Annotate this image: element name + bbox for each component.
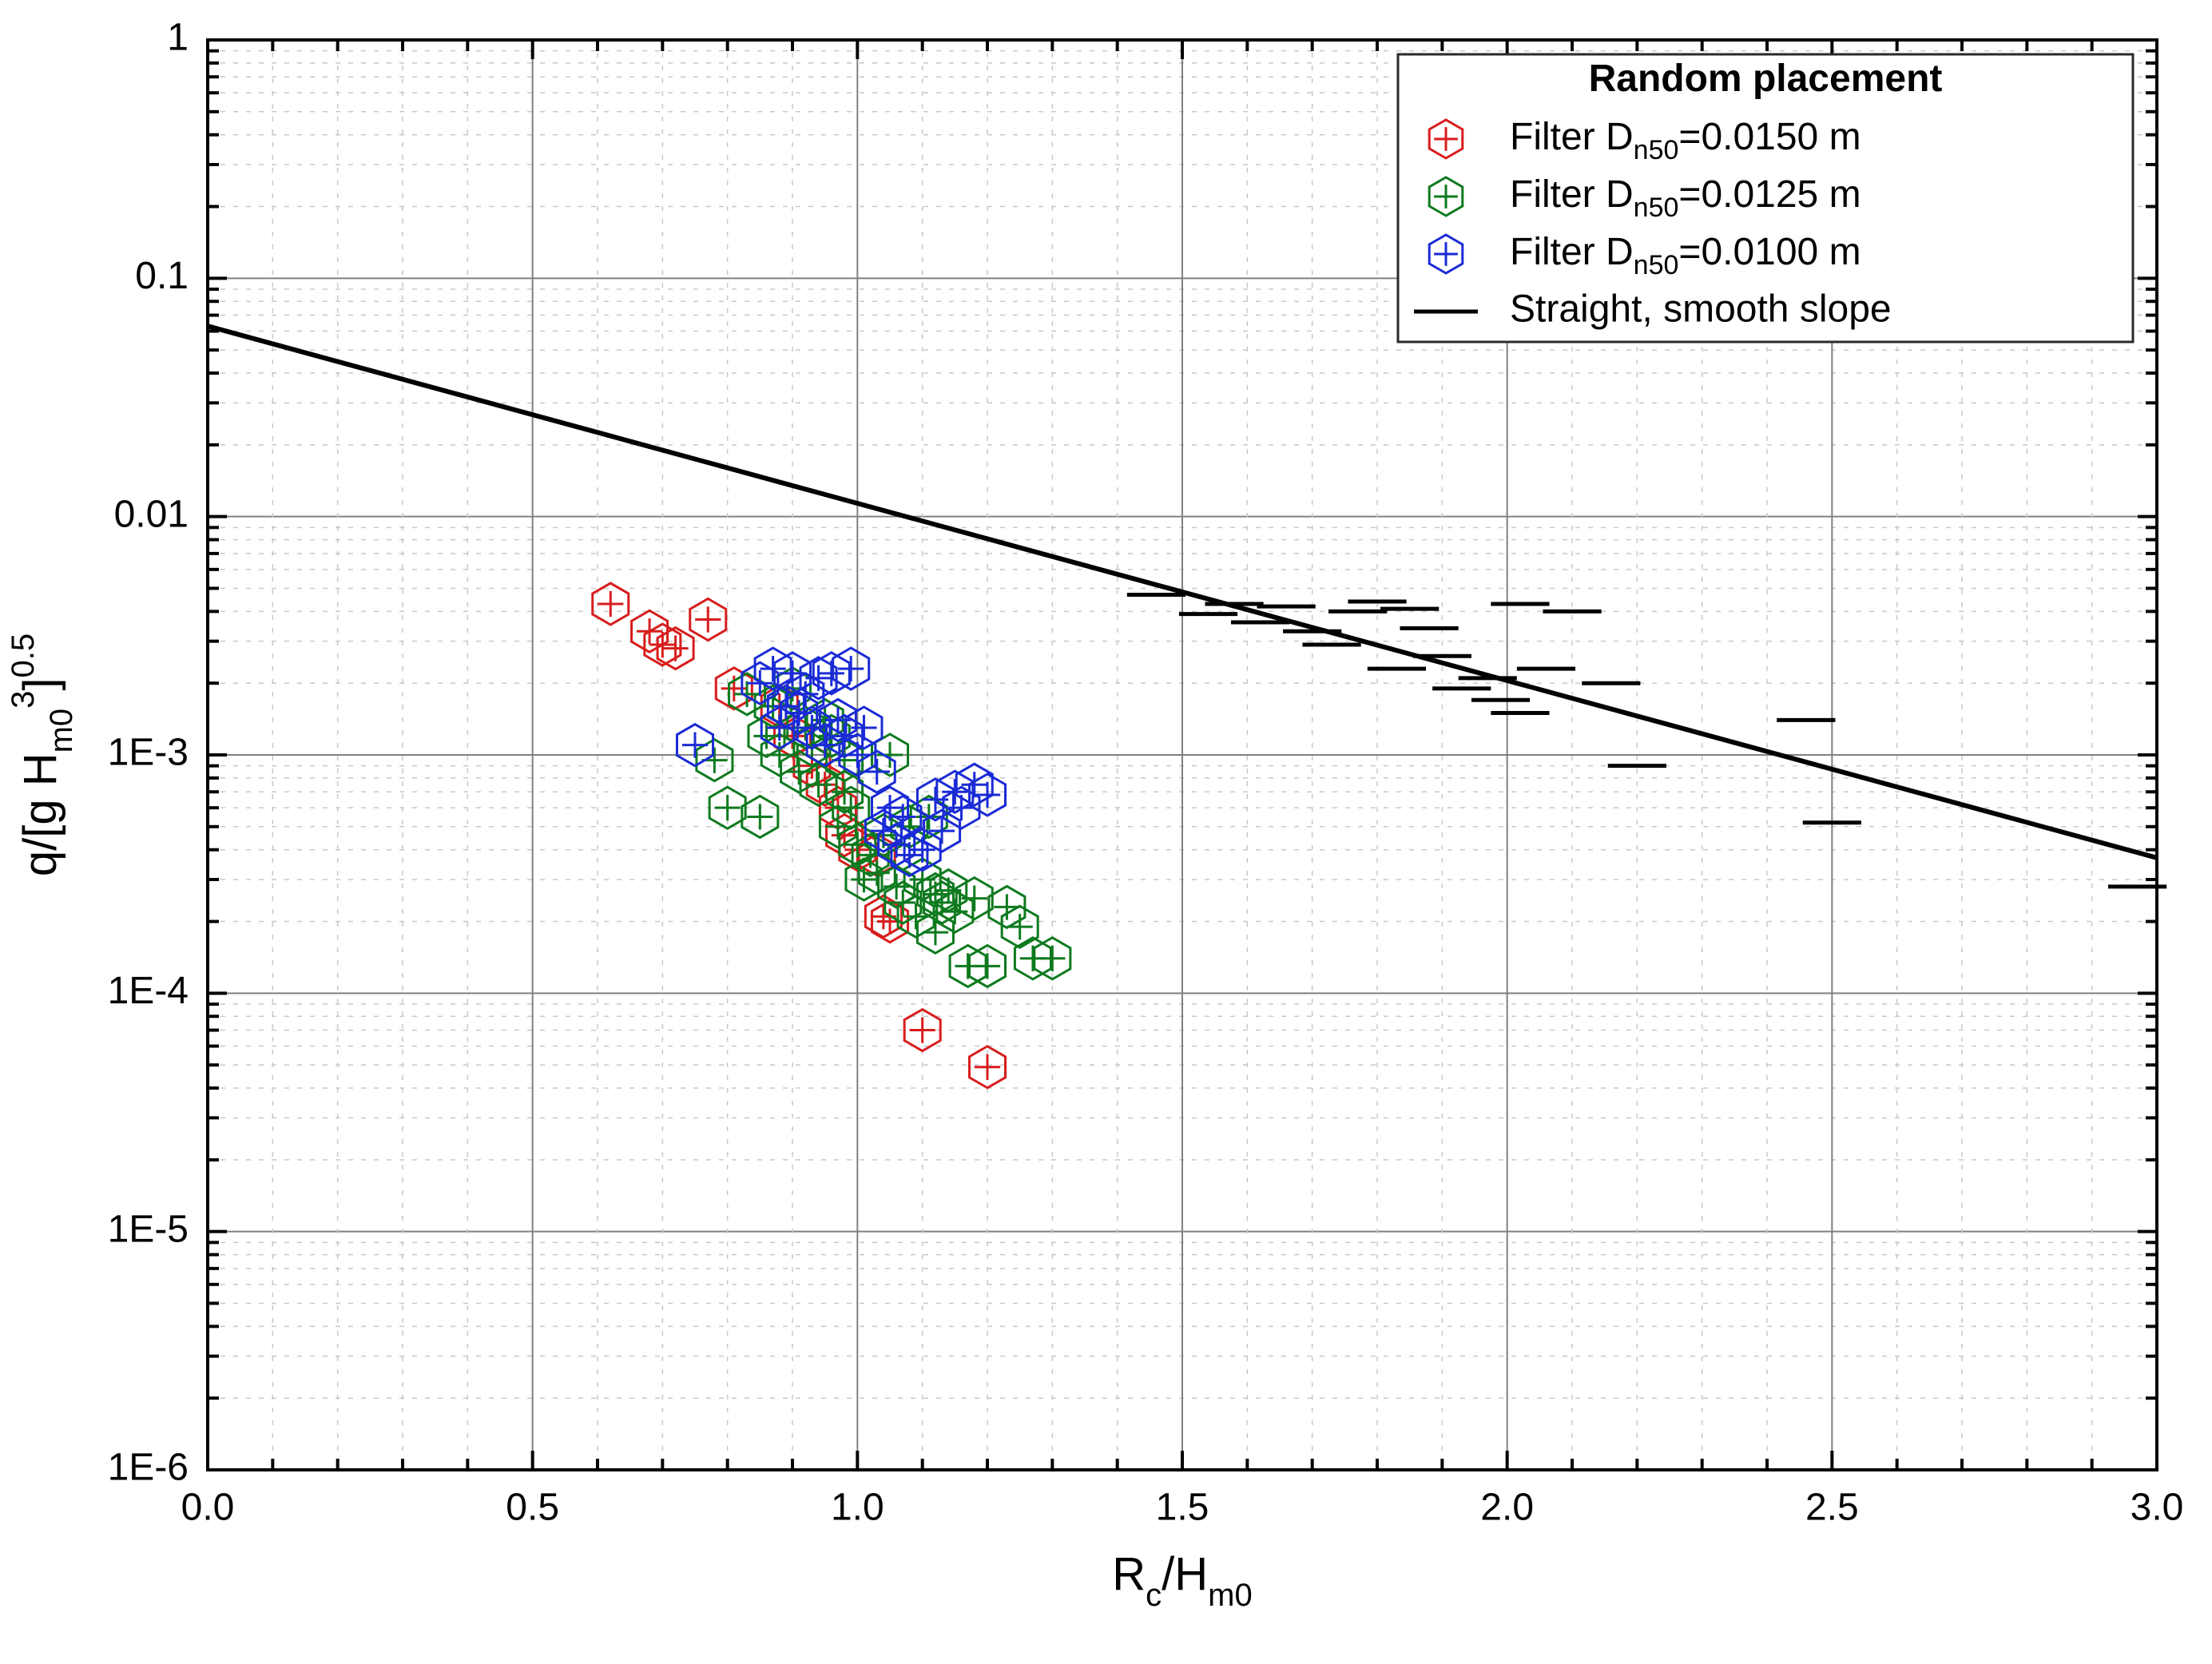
legend: Random placement Filter Dn50=0.0150 m Filt…	[1398, 54, 2133, 342]
svg-text:Filter Dn50=0.0150 m: Filter Dn50=0.0150 m	[1510, 116, 1861, 165]
svg-text:0.0: 0.0	[181, 1487, 235, 1529]
scatter-chart: 0.0 0.5 1.0 1.5 2.0 2.5 3.0 1E-6 1E-5 1E-4 1E-3 0.0…	[0, 0, 2212, 1664]
svg-text:Filter Dn50=0.0125 m: Filter Dn50=0.0125 m	[1510, 173, 1861, 223]
svg-text:1E-3: 1E-3	[108, 732, 189, 774]
svg-text:Random placement: Random placement	[1589, 58, 1943, 100]
svg-text:1.0: 1.0	[831, 1487, 884, 1529]
svg-text:1E-6: 1E-6	[108, 1447, 189, 1489]
chart-container: 0.0 0.5 1.0 1.5 2.0 2.5 3.0 1E-6 1E-5 1E-4 1E-3 0.0…	[0, 0, 2212, 1664]
svg-text:Filter Dn50=0.0100 m: Filter Dn50=0.0100 m	[1510, 231, 1861, 280]
svg-text:1E-4: 1E-4	[108, 970, 189, 1012]
svg-text:1E-5: 1E-5	[108, 1208, 189, 1250]
svg-text:1: 1	[167, 17, 189, 59]
svg-text:0.1: 0.1	[135, 255, 189, 297]
svg-text:2.0: 2.0	[1480, 1487, 1534, 1529]
svg-text:1.5: 1.5	[1156, 1487, 1209, 1529]
svg-text:3.0: 3.0	[2131, 1487, 2184, 1529]
svg-text:Straight, smooth slope: Straight, smooth slope	[1510, 288, 1892, 331]
svg-text:2.5: 2.5	[1805, 1487, 1859, 1529]
svg-text:0.5: 0.5	[506, 1487, 559, 1529]
svg-text:0.01: 0.01	[114, 493, 189, 535]
